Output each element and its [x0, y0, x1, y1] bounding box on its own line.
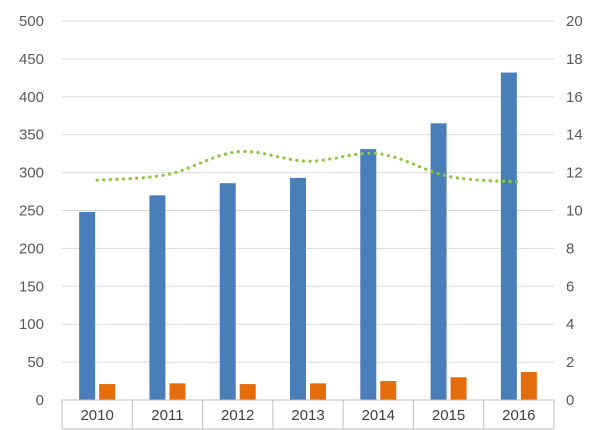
y-left-tick-label: 0 — [36, 392, 44, 409]
bar-series-1 — [79, 212, 96, 400]
bars — [79, 72, 537, 400]
bar-series-1 — [219, 183, 236, 400]
bar-series-2 — [99, 384, 116, 400]
y-left-tick-label: 150 — [19, 278, 44, 295]
bar-series-2 — [450, 377, 467, 400]
y-right-tick-label: 20 — [566, 13, 583, 30]
x-tick-label: 2010 — [80, 407, 113, 424]
bar-series-1 — [430, 123, 447, 400]
y-left-tick-label: 350 — [19, 127, 44, 144]
y-right-tick-label: 18 — [566, 51, 583, 68]
bar-series-2 — [169, 383, 186, 400]
bar-series-1 — [290, 177, 306, 400]
bar-series-1 — [360, 149, 377, 400]
trend-line — [95, 149, 521, 184]
x-tick-label: 2014 — [362, 407, 395, 424]
x-tick-label: 2016 — [502, 407, 535, 424]
y-right-tick-label: 12 — [566, 165, 583, 182]
bar-series-1 — [149, 195, 166, 400]
bar-series-2 — [310, 383, 326, 400]
bar-series-1 — [500, 72, 517, 400]
x-tick-label: 2013 — [291, 407, 324, 424]
x-tick-label: 2012 — [221, 407, 254, 424]
line-series — [95, 149, 521, 184]
y-left-tick-label: 100 — [19, 316, 44, 333]
y-right-tick-label: 6 — [566, 278, 574, 295]
y-right-tick-label: 16 — [566, 89, 583, 106]
y-left-tick-label: 250 — [19, 203, 44, 220]
bar-series-2 — [380, 381, 397, 400]
bar-series-2 — [239, 384, 256, 400]
y-left-tick-label: 500 — [19, 13, 44, 30]
y-left-tick-label: 300 — [19, 165, 44, 182]
gridlines — [62, 20, 554, 363]
bar-series-2 — [520, 371, 537, 400]
y-right-tick-label: 8 — [566, 240, 574, 257]
y-right-tick-label: 2 — [566, 354, 574, 371]
y-right-tick-label: 0 — [566, 392, 574, 409]
y-right-tick-label: 14 — [566, 127, 583, 144]
y-left-tick-label: 50 — [27, 354, 44, 371]
y-left-tick-label: 200 — [19, 240, 44, 257]
y-left-tick-label: 400 — [19, 89, 44, 106]
y-right-tick-label: 4 — [566, 316, 574, 333]
y-left-tick-label: 450 — [19, 51, 44, 68]
tick-labels: 0 50 100 150 200 250 300 350 400 450 500 0 2 4 6 8 10 12 1… — [19, 13, 583, 424]
axes — [61, 399, 555, 430]
y-right-tick-label: 10 — [566, 203, 583, 220]
x-tick-label: 2011 — [151, 407, 183, 424]
x-tick-label: 2015 — [432, 407, 465, 424]
